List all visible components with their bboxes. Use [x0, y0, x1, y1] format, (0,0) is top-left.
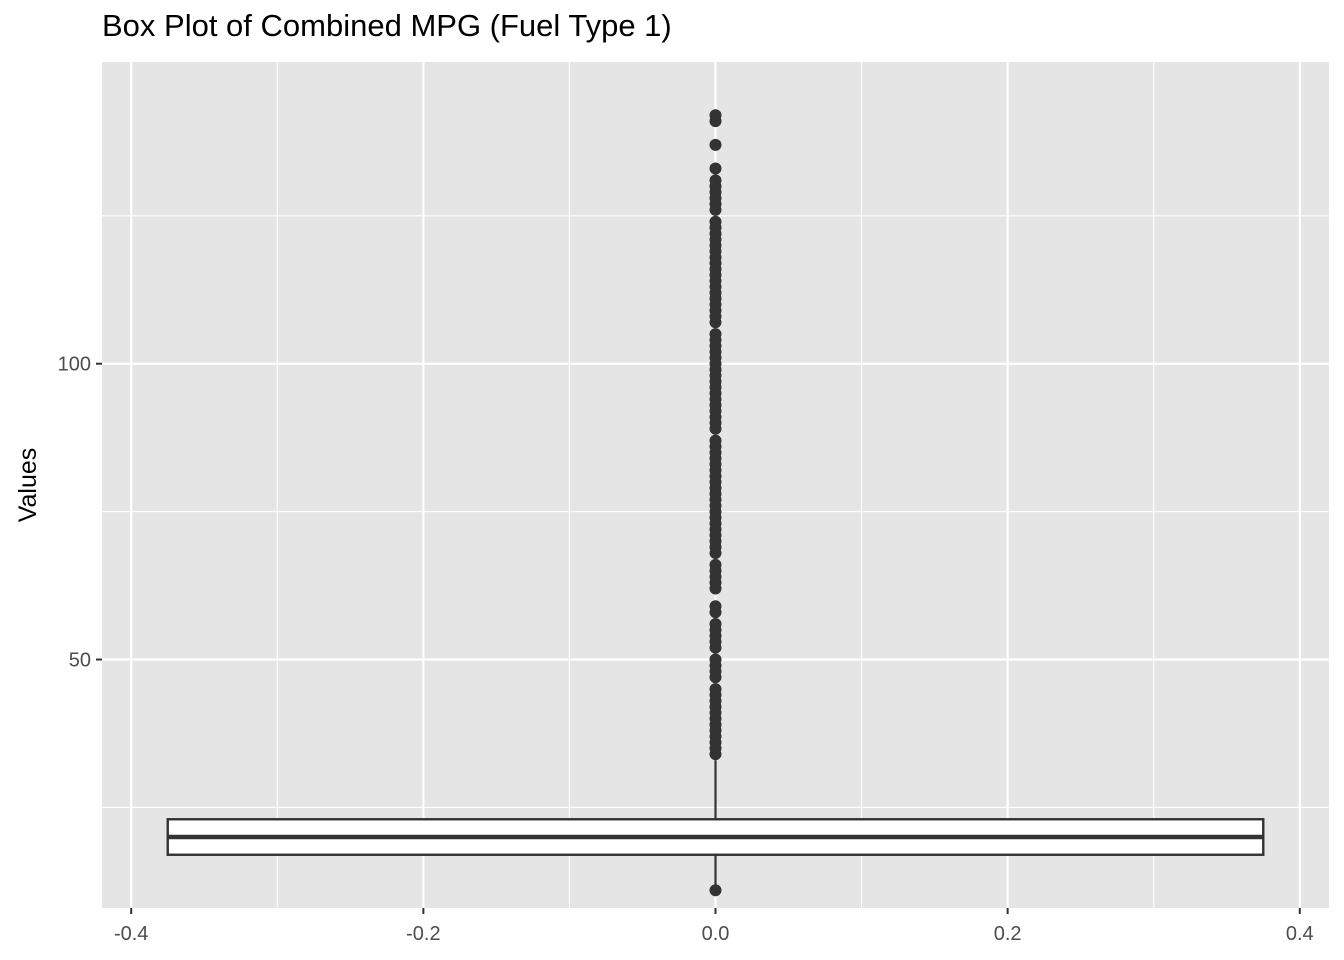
outlier-point	[709, 138, 722, 151]
outlier-point	[709, 109, 722, 122]
outlier-point	[709, 618, 722, 631]
outlier-point	[709, 558, 722, 571]
outlier-point	[709, 328, 722, 341]
x-tick-label: 0.2	[994, 923, 1022, 945]
outlier-point	[709, 600, 722, 613]
x-tick-label: -0.4	[114, 923, 148, 945]
box-layer	[166, 760, 1265, 891]
outlier-point	[709, 683, 722, 696]
x-tick-label: -0.2	[406, 923, 440, 945]
outlier-points	[709, 109, 722, 897]
y-tick-label: 50	[69, 650, 91, 672]
outlier-point	[709, 884, 722, 897]
outlier-point	[709, 215, 722, 228]
outlier-point	[709, 434, 722, 447]
y-axis-title: Values	[14, 448, 42, 523]
outlier-point	[709, 174, 722, 187]
major-gridlines	[102, 62, 1329, 908]
y-tick-label: 100	[58, 354, 91, 376]
outlier-point	[709, 162, 722, 175]
chart-title: Box Plot of Combined MPG (Fuel Type 1)	[102, 8, 672, 43]
x-tick-label: 0.0	[702, 923, 730, 945]
x-tick-label: 0.4	[1286, 923, 1314, 945]
axes: -0.4 -0.2 0.0 0.2 0.4 50 100	[58, 354, 1314, 945]
outlier-point	[709, 653, 722, 666]
